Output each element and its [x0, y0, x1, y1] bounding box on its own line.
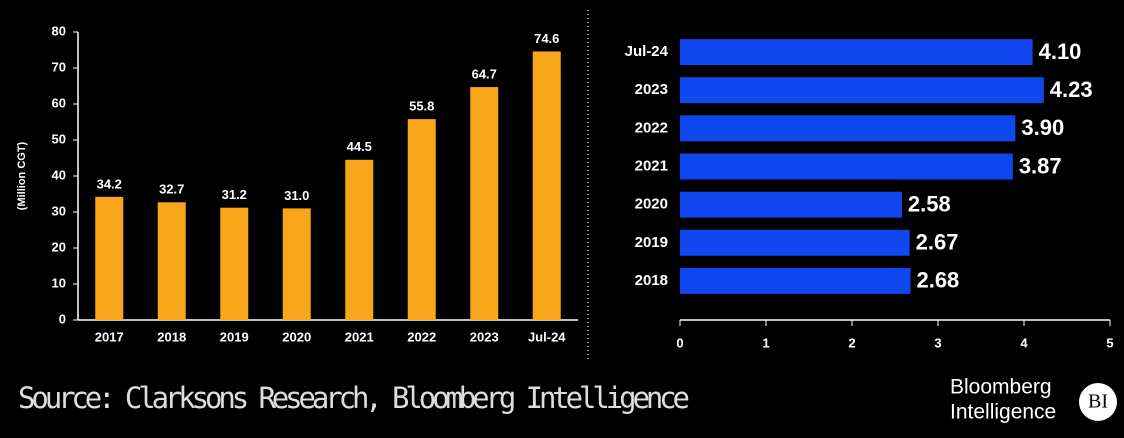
- y-tick-label: 2021: [635, 157, 668, 174]
- x-tick-label: Jul-24: [528, 329, 566, 344]
- bar: [680, 191, 902, 218]
- x-tick-label: 3: [934, 335, 941, 350]
- x-tick-label: 0: [676, 335, 683, 350]
- source: Source: Clarksons Research, Bloomberg In…: [18, 381, 690, 415]
- y-tick-label: 70: [52, 59, 66, 74]
- y-tick-label: 2019: [635, 234, 668, 251]
- value-label: 55.8: [409, 99, 434, 114]
- bar: [680, 229, 910, 256]
- y-tick-label: 2022: [635, 119, 668, 136]
- value-label: 31.2: [222, 187, 247, 202]
- y-tick-label: 50: [52, 131, 66, 146]
- y-tick-label: 60: [52, 95, 66, 110]
- y-tick-label: 40: [52, 167, 66, 182]
- value-label: 44.5: [347, 139, 372, 154]
- x-tick-label: 4: [1020, 335, 1028, 350]
- bar: [680, 267, 911, 294]
- value-label: 64.7: [472, 67, 497, 82]
- bar: [680, 39, 1033, 66]
- x-tick-label: 2018: [157, 329, 186, 344]
- bar: [407, 119, 436, 321]
- badge: [1079, 383, 1117, 421]
- value-label: 4.23: [1050, 77, 1093, 102]
- value-label: 3.87: [1019, 153, 1062, 178]
- y-tick-label: 20: [52, 239, 66, 254]
- y-tick-label: 0: [59, 311, 66, 326]
- value-label: 74.6: [534, 31, 559, 46]
- badge-text: BI: [1088, 391, 1108, 413]
- y-tick-label: Jul-24: [625, 43, 669, 60]
- y-axis-label: (Million CGT): [16, 141, 28, 210]
- x-tick-label: 2021: [345, 329, 374, 344]
- bar: [95, 196, 124, 320]
- x-tick-label: 2017: [95, 329, 124, 344]
- bar: [680, 153, 1013, 180]
- x-tick-label: 5: [1106, 335, 1113, 350]
- value-label: 32.7: [159, 182, 184, 197]
- x-tick-label: 2019: [220, 329, 249, 344]
- bar: [532, 51, 561, 320]
- value-label: 31.0: [284, 188, 309, 203]
- x-tick-label: 2022: [407, 329, 436, 344]
- bar: [345, 159, 374, 320]
- bar: [680, 77, 1044, 104]
- x-tick-label: 2: [848, 335, 855, 350]
- y-tick-label: 2018: [635, 272, 668, 289]
- bar: [220, 207, 249, 320]
- y-tick-label: 2020: [635, 196, 668, 213]
- bar: [282, 208, 311, 320]
- bar: [680, 115, 1016, 142]
- logo-line: Bloomberg: [950, 376, 1052, 399]
- bar: [157, 202, 186, 320]
- bar: [470, 87, 499, 320]
- x-tick-label: 2023: [470, 329, 499, 344]
- y-tick-label: 80: [52, 23, 66, 38]
- value-label: 2.68: [916, 268, 959, 293]
- value-label: 4.10: [1039, 39, 1082, 64]
- x-tick-label: 1: [762, 335, 769, 350]
- value-label: 2.58: [908, 191, 951, 216]
- y-tick-label: 2023: [635, 81, 668, 98]
- value-label: 2.67: [916, 230, 959, 255]
- logo-line: Intelligence: [950, 401, 1056, 424]
- y-tick-label: 10: [52, 275, 66, 290]
- x-tick-label: 2020: [282, 329, 311, 344]
- value-label: 3.90: [1021, 115, 1064, 140]
- value-label: 34.2: [97, 176, 122, 191]
- y-tick-label: 30: [52, 203, 66, 218]
